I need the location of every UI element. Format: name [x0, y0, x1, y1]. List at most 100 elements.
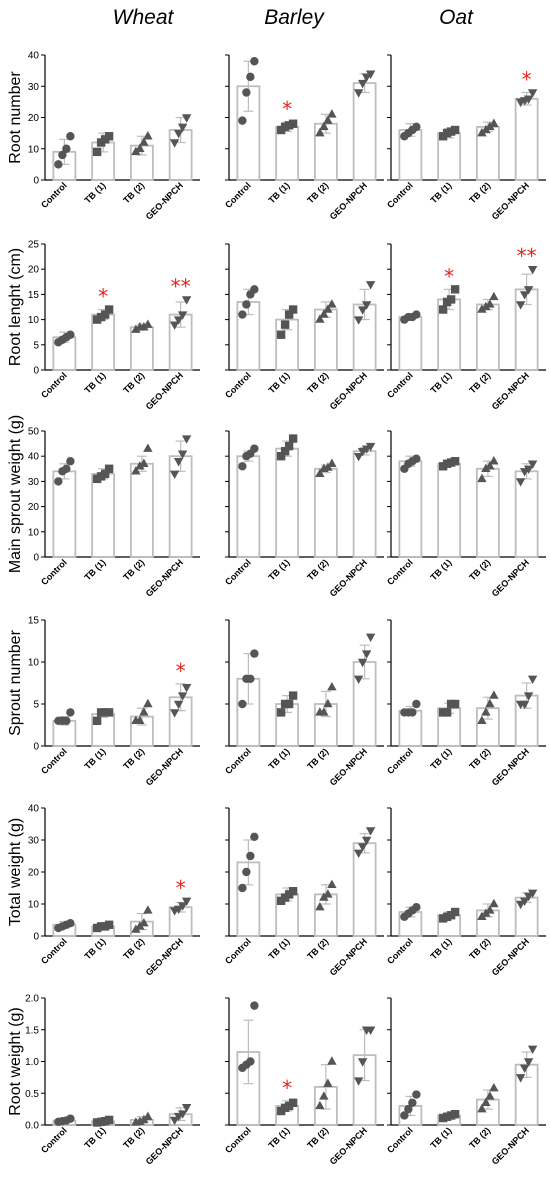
bar-control: [398, 460, 423, 558]
data-point-tb-1: [450, 907, 460, 917]
data-point-control: [404, 1104, 413, 1114]
data-point-control: [62, 144, 71, 153]
y-tick-label: 10: [28, 658, 40, 669]
data-point-geo-npch: [515, 478, 526, 487]
data-point-control: [250, 832, 259, 841]
x-tick-label-geo-npch: GEO-NPCH: [144, 1125, 185, 1166]
data-point-control: [238, 883, 247, 893]
data-point-tb-2: [477, 473, 487, 483]
data-point-geo-npch: [357, 658, 368, 668]
significance-star: **: [517, 244, 537, 268]
x-tick-label-tb-1: TB (1): [82, 370, 107, 395]
bar-geo-npch: [514, 470, 539, 558]
x-tick-label-tb-1: TB (1): [428, 370, 453, 395]
bar-geo-npch: [352, 82, 377, 181]
bar-tb-2: [129, 326, 154, 371]
data-point-geo-npch: [515, 301, 526, 310]
x-tick-label-tb-1: TB (1): [82, 936, 107, 961]
row-total-weight-g: Total weight (g) 0 10 20 30 40 Control TB (1) TB…: [7, 804, 546, 978]
data-point-tb-2: [323, 889, 333, 898]
data-point-tb-2: [143, 319, 153, 328]
data-point-tb-1: [284, 310, 294, 319]
data-point-geo-npch: [523, 286, 534, 295]
y-axis-label: Sprout number: [7, 629, 24, 736]
data-point-control: [412, 1090, 421, 1099]
x-tick-label-tb-1: TB (1): [266, 1125, 291, 1150]
y-tick-label: 25: [28, 240, 40, 251]
data-point-tb-2: [143, 698, 153, 708]
x-tick-label-control: Control: [223, 936, 253, 966]
x-tick-label-geo-npch: GEO-NPCH: [144, 180, 185, 221]
y-tick-label: 10: [28, 315, 40, 326]
data-point-tb-1: [104, 708, 114, 717]
x-tick-label-tb-1: TB (1): [82, 557, 107, 582]
bar-tb-1: [437, 462, 462, 558]
x-tick-label-geo-npch: GEO-NPCH: [328, 557, 369, 598]
data-point-tb-2: [139, 458, 149, 467]
x-tick-label-control: Control: [223, 557, 253, 587]
y-axis-label: Main sprout weight (g): [7, 415, 24, 573]
data-point-control: [66, 1114, 75, 1123]
data-point-tb-2: [489, 456, 499, 465]
significance-star: *: [98, 285, 108, 309]
data-point-tb-2: [139, 137, 149, 146]
data-point-geo-npch: [353, 316, 364, 325]
y-tick-label: 50: [28, 427, 40, 438]
data-point-control: [66, 708, 75, 717]
y-tick-label: 20: [28, 265, 40, 276]
x-tick-label-tb-2: TB (2): [121, 370, 146, 395]
x-tick-label-geo-npch: GEO-NPCH: [490, 936, 531, 977]
data-point-control: [246, 851, 255, 861]
data-point-tb-2: [315, 314, 325, 323]
data-point-tb-1: [276, 708, 286, 717]
bar-control: [236, 455, 261, 558]
data-point-geo-npch: [527, 266, 538, 275]
data-point-geo-npch: [365, 827, 376, 836]
x-tick-label-geo-npch: GEO-NPCH: [328, 370, 369, 411]
data-point-geo-npch: [523, 1058, 534, 1067]
data-point-tb-1: [104, 132, 114, 141]
x-tick-label-control: Control: [39, 936, 69, 966]
data-point-tb-1: [288, 691, 298, 700]
x-tick-label-tb-1: TB (1): [266, 370, 291, 395]
y-axis-label: Root number: [7, 71, 24, 164]
data-point-tb-2: [477, 304, 487, 313]
x-tick-label-control: Control: [223, 180, 253, 210]
data-point-geo-npch: [357, 843, 368, 852]
data-point-control: [58, 150, 67, 160]
x-tick-label-tb-2: TB (2): [467, 180, 492, 205]
panel-oat: Control * TB (1) TB (2) ** GEO-NPCH: [385, 243, 546, 412]
data-point-tb-2: [327, 109, 337, 118]
panel-oat: Control TB (1) TB (2)GEO-NPCH: [385, 619, 546, 788]
significance-star: *: [444, 264, 454, 288]
y-tick-label: 15: [28, 290, 40, 301]
x-tick-label-control: Control: [39, 1125, 69, 1155]
data-point-geo-npch: [515, 1074, 526, 1083]
y-tick-label: 0: [33, 366, 39, 377]
data-point-geo-npch: [169, 470, 180, 480]
data-point-geo-npch: [353, 1077, 364, 1086]
data-point-tb-2: [485, 698, 495, 708]
data-point-tb-2: [323, 115, 333, 124]
x-tick-label-control: Control: [385, 180, 415, 210]
bar-tb-2: [475, 303, 500, 371]
column-title-oat: Oat: [439, 6, 474, 29]
significance-star: *: [176, 876, 186, 900]
data-point-control: [250, 444, 259, 453]
data-point-control: [412, 699, 421, 709]
x-tick-label-tb-2: TB (2): [305, 746, 330, 771]
row-sprout-number: Sprout number 0 5 10 15 Control TB (1) TB (2) * G…: [7, 616, 546, 788]
data-point-geo-npch: [173, 316, 184, 325]
data-point-tb-1: [442, 708, 452, 717]
data-point-tb-1: [104, 1115, 114, 1125]
x-tick-label-tb-2: TB (2): [121, 936, 146, 961]
x-tick-label-geo-npch: GEO-NPCH: [490, 370, 531, 411]
data-point-control: [66, 457, 75, 466]
x-tick-label-tb-1: TB (1): [82, 746, 107, 771]
data-point-tb-2: [319, 121, 329, 131]
data-point-geo-npch: [177, 1110, 188, 1119]
x-tick-label-control: Control: [39, 180, 69, 210]
x-tick-label-control: Control: [385, 370, 415, 400]
